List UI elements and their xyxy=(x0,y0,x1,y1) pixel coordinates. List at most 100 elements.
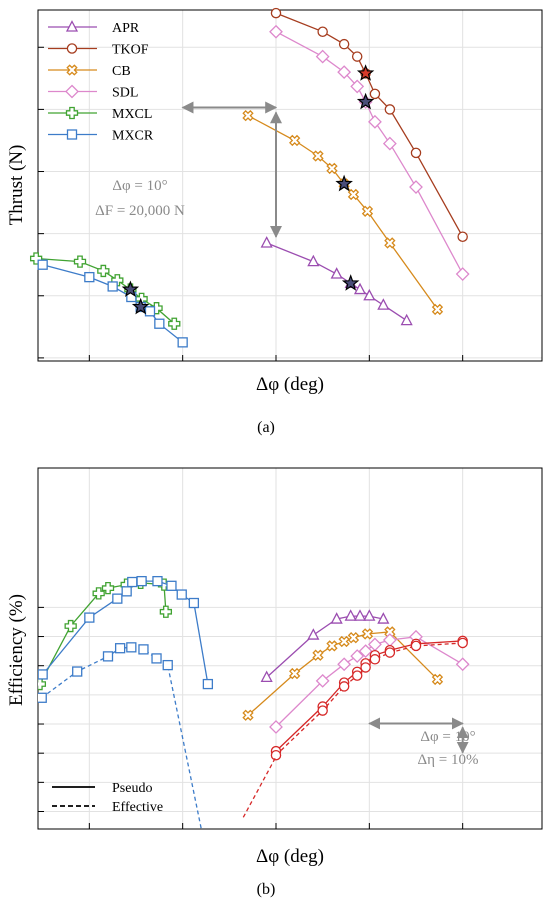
series-mxcr-effective xyxy=(38,642,202,829)
data-point xyxy=(289,667,301,680)
data-point xyxy=(369,654,381,665)
series-line xyxy=(242,756,277,818)
data-point xyxy=(38,692,47,703)
data-point xyxy=(38,669,48,680)
efficiency-chart-series xyxy=(38,575,470,829)
data-point xyxy=(344,609,357,621)
legend-item-cb: CB xyxy=(48,64,131,79)
data-point xyxy=(400,313,413,326)
data-point xyxy=(202,678,214,690)
data-point xyxy=(358,644,373,659)
data-point xyxy=(361,205,374,217)
data-point xyxy=(351,51,363,62)
data-point xyxy=(350,79,365,94)
data-point xyxy=(92,587,105,600)
data-point xyxy=(347,188,360,201)
efficiency-chart-frame xyxy=(37,467,543,830)
data-point xyxy=(84,612,95,623)
data-point xyxy=(377,298,390,310)
efficiency-chart-legend: Pseudo Effective xyxy=(52,781,163,815)
data-point xyxy=(338,681,350,692)
data-point xyxy=(377,612,390,624)
efficiency-chart: Pseudo Effective Δφ = 10° Δη = 10% Effic… xyxy=(6,467,543,898)
data-point xyxy=(363,609,376,621)
data-point xyxy=(97,264,110,278)
data-point xyxy=(72,666,83,677)
data-point xyxy=(317,705,328,716)
legend-marker xyxy=(65,106,79,120)
data-point xyxy=(166,580,177,591)
series-apr xyxy=(260,236,413,326)
data-point xyxy=(150,302,163,315)
data-point xyxy=(152,575,163,587)
thrust-scale-dy-label: ΔF = 20,000 N xyxy=(95,203,185,219)
data-point xyxy=(330,612,343,624)
series-unlabeled-effective xyxy=(242,756,277,818)
design-point-star xyxy=(356,64,375,81)
legend-item-mxcl: MXCL xyxy=(48,106,152,122)
legend-marker xyxy=(66,129,78,140)
data-point xyxy=(457,637,468,649)
efficiency-ylabel: Efficiency (%) xyxy=(6,594,27,706)
data-point xyxy=(242,709,254,721)
panel-b-caption: (b) xyxy=(257,881,276,898)
panel-a-caption: (a) xyxy=(257,419,275,436)
thrust-ylabel: Thrust (N) xyxy=(6,145,27,226)
series-apr-pseudo xyxy=(260,609,390,683)
data-point xyxy=(269,24,283,39)
legend-effective-label: Effective xyxy=(112,800,163,815)
data-point xyxy=(368,114,382,129)
data-point xyxy=(37,259,48,270)
data-point xyxy=(431,303,444,316)
data-point xyxy=(347,632,360,644)
data-point xyxy=(382,136,397,151)
efficiency-chart-ticks xyxy=(38,606,464,829)
data-point xyxy=(384,104,396,115)
legend-pseudo-label: Pseudo xyxy=(112,781,152,796)
data-point xyxy=(127,576,138,588)
data-point xyxy=(384,647,396,658)
series-mxcr-pseudo xyxy=(38,575,214,690)
data-point xyxy=(338,635,350,648)
data-point xyxy=(114,643,126,654)
data-point xyxy=(317,26,328,37)
data-point xyxy=(121,586,132,597)
data-point xyxy=(361,628,374,640)
data-point xyxy=(363,288,376,301)
data-point xyxy=(107,281,118,292)
thrust-scale-annotation: Δφ = 10° ΔF = 20,000 N xyxy=(95,101,282,238)
thrust-scale-dx-label: Δφ = 10° xyxy=(112,178,167,194)
data-point xyxy=(289,134,301,147)
legend-item-sdl: SDL xyxy=(48,84,138,101)
data-point xyxy=(126,642,137,653)
data-point xyxy=(315,49,330,64)
series-mxcl-pseudo xyxy=(38,576,173,691)
legend-label: MXCR xyxy=(112,129,154,144)
efficiency-chart-grid xyxy=(38,468,542,829)
series-mxcl xyxy=(29,252,181,330)
data-point xyxy=(159,605,173,618)
data-point xyxy=(326,162,338,175)
data-point xyxy=(101,581,115,595)
data-point xyxy=(351,670,363,681)
thrust-chart-grid xyxy=(38,10,542,361)
data-point xyxy=(353,282,367,295)
data-point xyxy=(38,677,47,691)
data-point xyxy=(73,255,87,268)
series-cb xyxy=(242,109,444,316)
data-point xyxy=(455,657,470,672)
data-point xyxy=(384,237,396,249)
data-point xyxy=(330,267,343,279)
data-point xyxy=(260,670,273,683)
data-point xyxy=(431,673,444,686)
data-point xyxy=(326,640,338,652)
data-point xyxy=(368,637,382,652)
data-point xyxy=(369,88,381,100)
legend-item-mxcr: MXCR xyxy=(48,129,154,144)
legend-marker xyxy=(65,84,79,99)
data-point xyxy=(410,640,422,652)
series-line xyxy=(42,264,184,343)
thrust-xlabel: Δφ (deg) xyxy=(256,374,324,395)
design-point-star xyxy=(356,92,375,110)
legend-label: CB xyxy=(112,64,131,79)
